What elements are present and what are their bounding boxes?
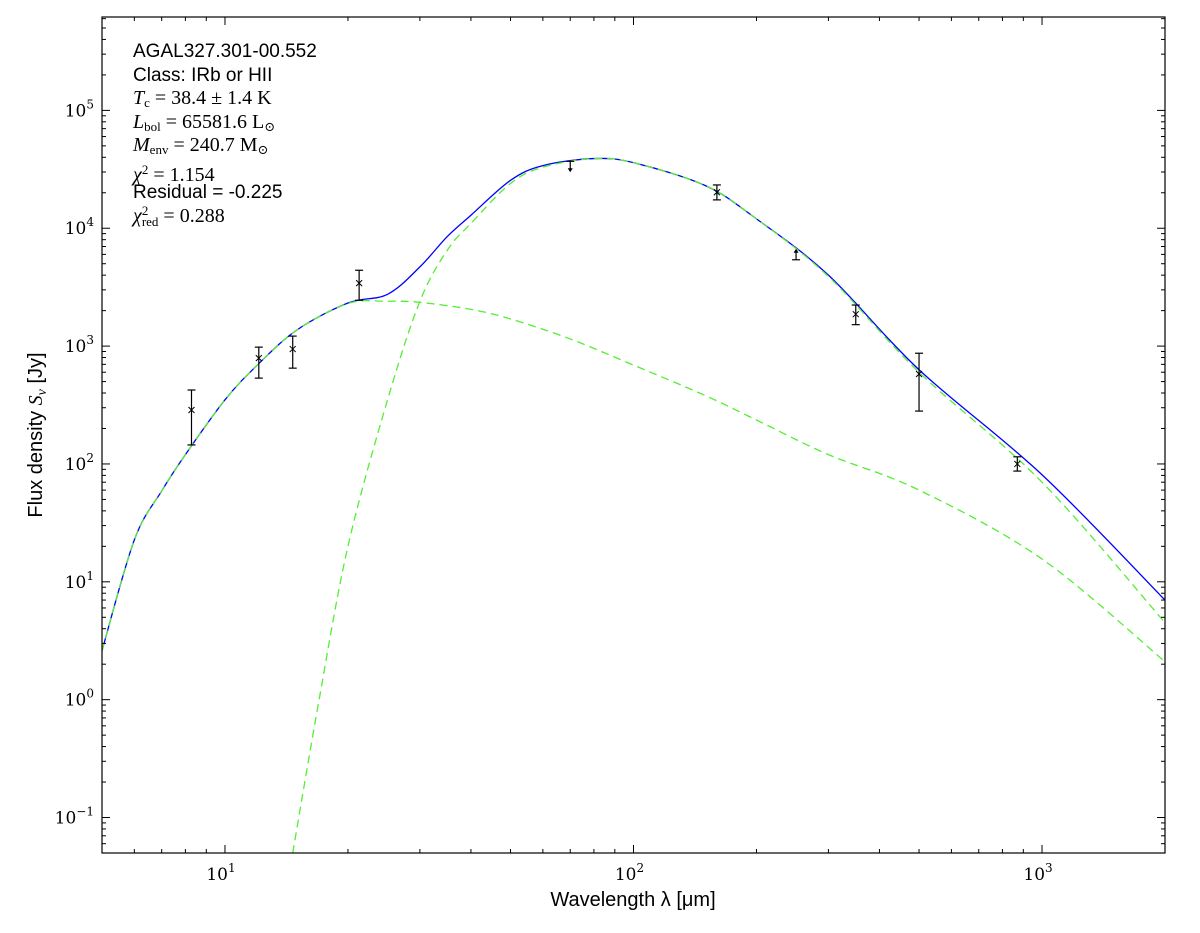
data-point — [187, 389, 196, 446]
x-axis-title: Wavelength λ [μm] — [550, 889, 715, 911]
data-point — [566, 160, 575, 173]
component-fit-line-1 — [102, 300, 1165, 663]
data-marker — [915, 370, 923, 378]
x-tick-label: 102 — [615, 861, 644, 885]
data-marker — [852, 310, 860, 318]
y-tick-label: 104 — [65, 215, 95, 239]
ticks — [101, 17, 1166, 854]
envelope-mass: Menv = 240.7 M⊙ — [133, 134, 269, 157]
limit-arrow — [793, 248, 799, 253]
x-tick-label: 103 — [1023, 861, 1052, 885]
data-marker — [355, 279, 363, 287]
data-point — [851, 304, 860, 326]
y-tick-labels: 10−1 100 101 102 103 104 105 — [55, 97, 95, 828]
data-point — [355, 269, 364, 301]
chi-squared: χ2 = 1.154 — [133, 161, 215, 186]
data-point — [1013, 456, 1022, 472]
y-tick-label: 101 — [65, 569, 94, 593]
data-marker — [1013, 460, 1021, 468]
data-marker — [188, 406, 195, 414]
data-point — [915, 352, 924, 412]
y-axis-title: Flux density Sν [Jy] — [25, 352, 50, 517]
x-tick-labels: 101 102 103 — [206, 861, 1052, 885]
data-marker — [255, 354, 263, 362]
reduced-chi-squared: χ 2 red = 0.288 — [133, 202, 225, 229]
y-tick-label: 100 — [65, 687, 94, 711]
y-tick-label: 103 — [65, 333, 94, 357]
limit-arrow — [567, 168, 573, 173]
fit-annotations: AGAL327.301-00.552 Class: IRb or HII Tc … — [133, 40, 317, 228]
y-tick-label: 105 — [65, 97, 94, 121]
luminosity: Lbol = 65581.6 L⊙ — [133, 110, 276, 134]
data-marker — [713, 188, 721, 196]
data-point — [792, 248, 801, 261]
total-fit-line — [102, 157, 1165, 651]
y-tick-label: 102 — [65, 451, 94, 475]
y-tick-label: 10−1 — [55, 805, 94, 829]
temperature: Tc = 38.4 ± 1.4 K — [133, 87, 272, 110]
source-class: Class: IRb or HII — [133, 64, 273, 86]
component-fit-line-2 — [292, 157, 1165, 853]
data-point — [254, 346, 263, 379]
residual: Residual = -0.225 — [133, 182, 283, 203]
data-point — [712, 184, 721, 201]
data-points — [187, 160, 1022, 472]
data-point — [288, 335, 297, 369]
x-tick-label: 101 — [206, 861, 235, 885]
curves — [102, 157, 1165, 853]
source-name: AGAL327.301-00.552 — [133, 41, 317, 62]
data-marker — [289, 345, 297, 353]
